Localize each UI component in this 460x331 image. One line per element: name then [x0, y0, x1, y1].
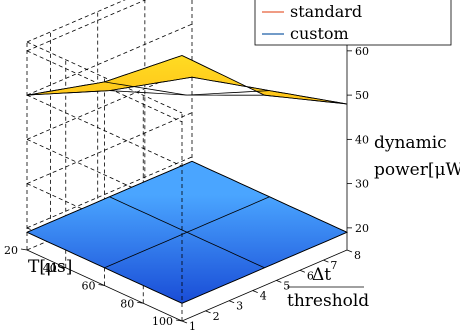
y-axis-label-bottom: threshold	[287, 291, 369, 311]
z-tick-label: 50	[355, 89, 369, 102]
z-axis-label-line1: dynamic	[374, 133, 447, 153]
y-tick-label: 6	[307, 269, 314, 282]
z-tick-label: 30	[355, 178, 369, 191]
standard-surface-fill	[26, 55, 348, 105]
custom-surface-mesh-line	[109, 196, 265, 269]
grid-line-back-wall	[26, 0, 147, 52]
x-tick-label: 20	[4, 244, 18, 257]
x-axis-label: T[μs]	[28, 257, 72, 277]
custom-surface	[26, 160, 348, 304]
x-tick-mark	[59, 266, 66, 269]
x-axis-ticks: 20 40 60 80 100	[4, 244, 183, 328]
z-tick-label: 40	[355, 133, 369, 146]
y-axis-ticks: 1 2 3 4 5 6 7 8	[181, 249, 361, 331]
box-edge-top-left	[26, 41, 183, 114]
y-tick-label: 2	[213, 310, 220, 323]
custom-surface-mesh-line	[191, 160, 348, 233]
x-tick-label: 40	[43, 262, 57, 275]
legend-box	[254, 0, 452, 46]
z-tick-label: 60	[355, 45, 369, 58]
z-axis-ticks: 20 30 40 50 60	[347, 45, 369, 235]
grid-line-back-wall	[26, 156, 193, 229]
y-tick-label: 7	[330, 259, 337, 272]
y-tick-label: 5	[283, 279, 290, 292]
x-tick-mark	[137, 301, 144, 304]
legend: standard custom	[254, 0, 452, 46]
standard-surface-mesh-line	[26, 55, 183, 96]
y-tick-label: 8	[354, 249, 361, 262]
y-tick-mark	[323, 259, 329, 263]
x-tick-label: 100	[152, 315, 173, 328]
z-tick-label: 20	[355, 222, 369, 235]
y-axis-label-top: Δt	[312, 265, 331, 285]
y-tick-mark	[276, 280, 282, 283]
legend-label-custom: custom	[290, 24, 349, 43]
x-tick-mark	[20, 248, 28, 251]
y-tick-mark	[228, 300, 235, 304]
y-tick-mark	[346, 249, 353, 253]
standard-surface-mesh-line	[109, 90, 265, 96]
x-tick-label: 80	[120, 297, 134, 310]
y-tick-mark	[205, 310, 211, 314]
y-tick-mark	[181, 320, 188, 324]
box-edge-front-bottom-right	[181, 249, 348, 322]
y-tick-label: 1	[189, 320, 196, 331]
y-tick-label: 4	[260, 290, 267, 303]
standard-surface-mesh-line	[191, 76, 348, 105]
custom-surface-mesh-line	[26, 231, 183, 304]
y-tick-mark	[299, 269, 306, 273]
standard-surface	[26, 55, 348, 105]
x-tick-mark	[98, 284, 105, 286]
y-tick-mark	[252, 290, 258, 293]
z-axis-label-line2: power[μW]	[374, 160, 460, 180]
legend-label-standard: standard	[290, 2, 362, 21]
x-tick-label: 60	[82, 280, 96, 293]
y-tick-label: 3	[236, 300, 243, 313]
box-edge-back-top	[26, 0, 126, 43]
x-tick-mark	[175, 319, 183, 322]
grid-line-back-wall	[26, 23, 193, 96]
grid-line-back-wall	[26, 112, 193, 184]
